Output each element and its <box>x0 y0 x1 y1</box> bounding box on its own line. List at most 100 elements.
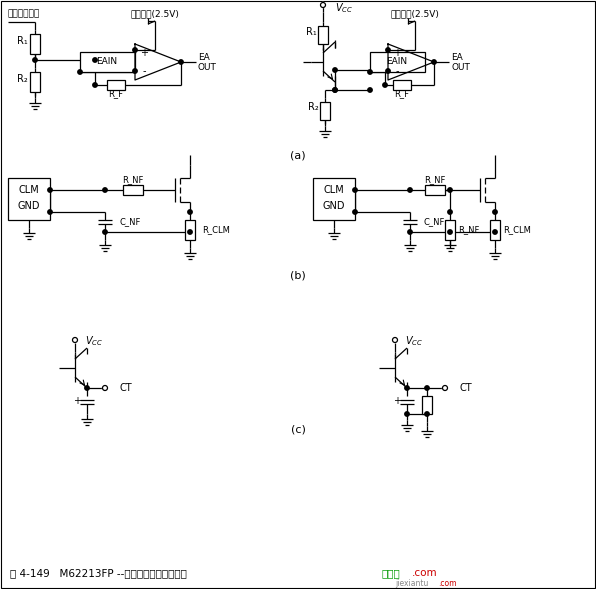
Text: C_NF: C_NF <box>423 217 445 227</box>
Circle shape <box>48 210 52 214</box>
Text: 接线图: 接线图 <box>382 568 401 578</box>
Text: R₁: R₁ <box>306 27 316 37</box>
Circle shape <box>353 210 357 214</box>
Text: 来自检测电压: 来自检测电压 <box>8 9 41 18</box>
Text: R_CLM: R_CLM <box>202 226 230 234</box>
Text: R₁: R₁ <box>17 36 27 46</box>
Circle shape <box>448 188 452 192</box>
Circle shape <box>85 386 89 390</box>
Circle shape <box>393 337 398 342</box>
Bar <box>123 185 143 195</box>
Circle shape <box>48 188 52 192</box>
Text: (c): (c) <box>291 425 305 435</box>
Circle shape <box>405 412 409 416</box>
Text: jiexiantu: jiexiantu <box>395 580 429 588</box>
Bar <box>80 52 135 72</box>
Circle shape <box>405 386 409 390</box>
Text: (b): (b) <box>290 270 306 280</box>
Bar <box>107 80 125 90</box>
Text: R_F: R_F <box>108 90 123 98</box>
Text: +: + <box>393 396 401 406</box>
Circle shape <box>333 88 337 92</box>
Bar <box>30 72 40 92</box>
Circle shape <box>188 210 192 214</box>
Circle shape <box>408 188 412 192</box>
Text: (a): (a) <box>290 150 306 160</box>
Bar <box>320 102 330 120</box>
Text: OUT: OUT <box>451 62 470 71</box>
Bar <box>370 52 425 72</box>
Bar <box>313 178 355 220</box>
Circle shape <box>321 2 325 8</box>
Circle shape <box>333 88 337 92</box>
Text: R_F: R_F <box>395 90 409 98</box>
Bar <box>422 396 432 414</box>
Text: 基准电压(2.5V): 基准电压(2.5V) <box>131 9 179 18</box>
Bar <box>425 185 445 195</box>
Text: $V_{CC}$: $V_{CC}$ <box>405 334 423 348</box>
Bar <box>30 34 40 54</box>
Circle shape <box>448 210 452 214</box>
Text: EA: EA <box>198 52 210 61</box>
Circle shape <box>179 60 183 64</box>
Text: R₂: R₂ <box>17 74 27 84</box>
Text: CT: CT <box>119 383 132 393</box>
Circle shape <box>442 385 448 391</box>
Circle shape <box>33 58 37 62</box>
Text: EA: EA <box>451 52 462 61</box>
Bar <box>318 26 328 44</box>
Text: C_NF: C_NF <box>120 217 141 227</box>
Text: +: + <box>140 48 148 58</box>
Circle shape <box>386 48 390 52</box>
Circle shape <box>133 48 137 52</box>
Text: $V_{CC}$: $V_{CC}$ <box>335 1 353 15</box>
Circle shape <box>73 337 77 342</box>
Bar <box>490 220 500 240</box>
Text: CLM: CLM <box>18 185 39 195</box>
Circle shape <box>103 385 107 391</box>
Circle shape <box>386 69 390 73</box>
Circle shape <box>432 60 436 64</box>
Circle shape <box>368 70 372 74</box>
Circle shape <box>425 412 429 416</box>
Text: R₂: R₂ <box>308 102 318 112</box>
Text: $V_{CC}$: $V_{CC}$ <box>85 334 103 348</box>
Circle shape <box>383 83 387 87</box>
Text: CLM: CLM <box>324 185 344 195</box>
Circle shape <box>103 230 107 234</box>
Circle shape <box>493 230 497 234</box>
Circle shape <box>333 68 337 72</box>
Text: EAIN: EAIN <box>97 58 117 67</box>
Circle shape <box>188 230 192 234</box>
Circle shape <box>353 188 357 192</box>
Circle shape <box>103 188 107 192</box>
Circle shape <box>448 230 452 234</box>
Circle shape <box>408 230 412 234</box>
Circle shape <box>78 70 82 74</box>
Text: -: - <box>142 66 146 76</box>
Text: 基准电压(2.5V): 基准电压(2.5V) <box>390 9 439 18</box>
Circle shape <box>368 88 372 92</box>
Bar <box>8 178 50 220</box>
Circle shape <box>133 69 137 73</box>
Text: R_CLM: R_CLM <box>503 226 531 234</box>
Text: CT: CT <box>459 383 471 393</box>
Text: EAIN: EAIN <box>386 58 408 67</box>
Text: GND: GND <box>323 201 345 211</box>
Text: R_NF: R_NF <box>458 226 479 234</box>
Text: 图 4-149   M62213FP --些端子的连接方式电路: 图 4-149 M62213FP --些端子的连接方式电路 <box>10 568 197 578</box>
Text: R_NF: R_NF <box>122 176 144 184</box>
Text: R_NF: R_NF <box>424 176 446 184</box>
Circle shape <box>425 386 429 390</box>
Text: +: + <box>73 396 81 406</box>
Text: -: - <box>395 66 399 76</box>
Circle shape <box>93 83 97 87</box>
Text: .com: .com <box>412 568 437 578</box>
Bar <box>185 220 195 240</box>
Bar <box>445 220 455 240</box>
Circle shape <box>493 210 497 214</box>
Circle shape <box>93 58 97 62</box>
Text: +: + <box>393 48 401 58</box>
Text: OUT: OUT <box>198 62 217 71</box>
Bar <box>393 80 411 90</box>
